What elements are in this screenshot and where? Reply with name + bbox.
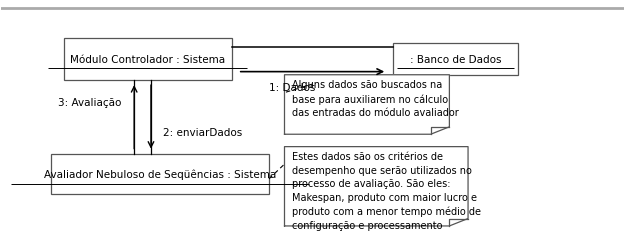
Bar: [51, 154, 269, 194]
Text: Alguns dados são buscados na
base para auxiliarem no cálculo
das entradas do mód: Alguns dados são buscados na base para a…: [292, 80, 459, 118]
Text: 1: Dados: 1: Dados: [269, 82, 316, 92]
Text: Módulo Controlador : Sistema: Módulo Controlador : Sistema: [70, 54, 225, 64]
Bar: [64, 38, 232, 80]
Text: Avaliador Nebuloso de Seqüências : Sistema: Avaliador Nebuloso de Seqüências : Siste…: [44, 169, 276, 179]
Bar: [393, 43, 518, 75]
Polygon shape: [284, 75, 449, 135]
Text: 3: Avaliação: 3: Avaliação: [58, 98, 122, 108]
Text: Estes dados são os critérios de
desempenho que serão utilizados no
processo de a: Estes dados são os critérios de desempen…: [292, 151, 481, 230]
Polygon shape: [284, 147, 468, 226]
Text: : Banco de Dados: : Banco de Dados: [410, 54, 501, 64]
Text: 2: enviarDados: 2: enviarDados: [163, 127, 242, 137]
